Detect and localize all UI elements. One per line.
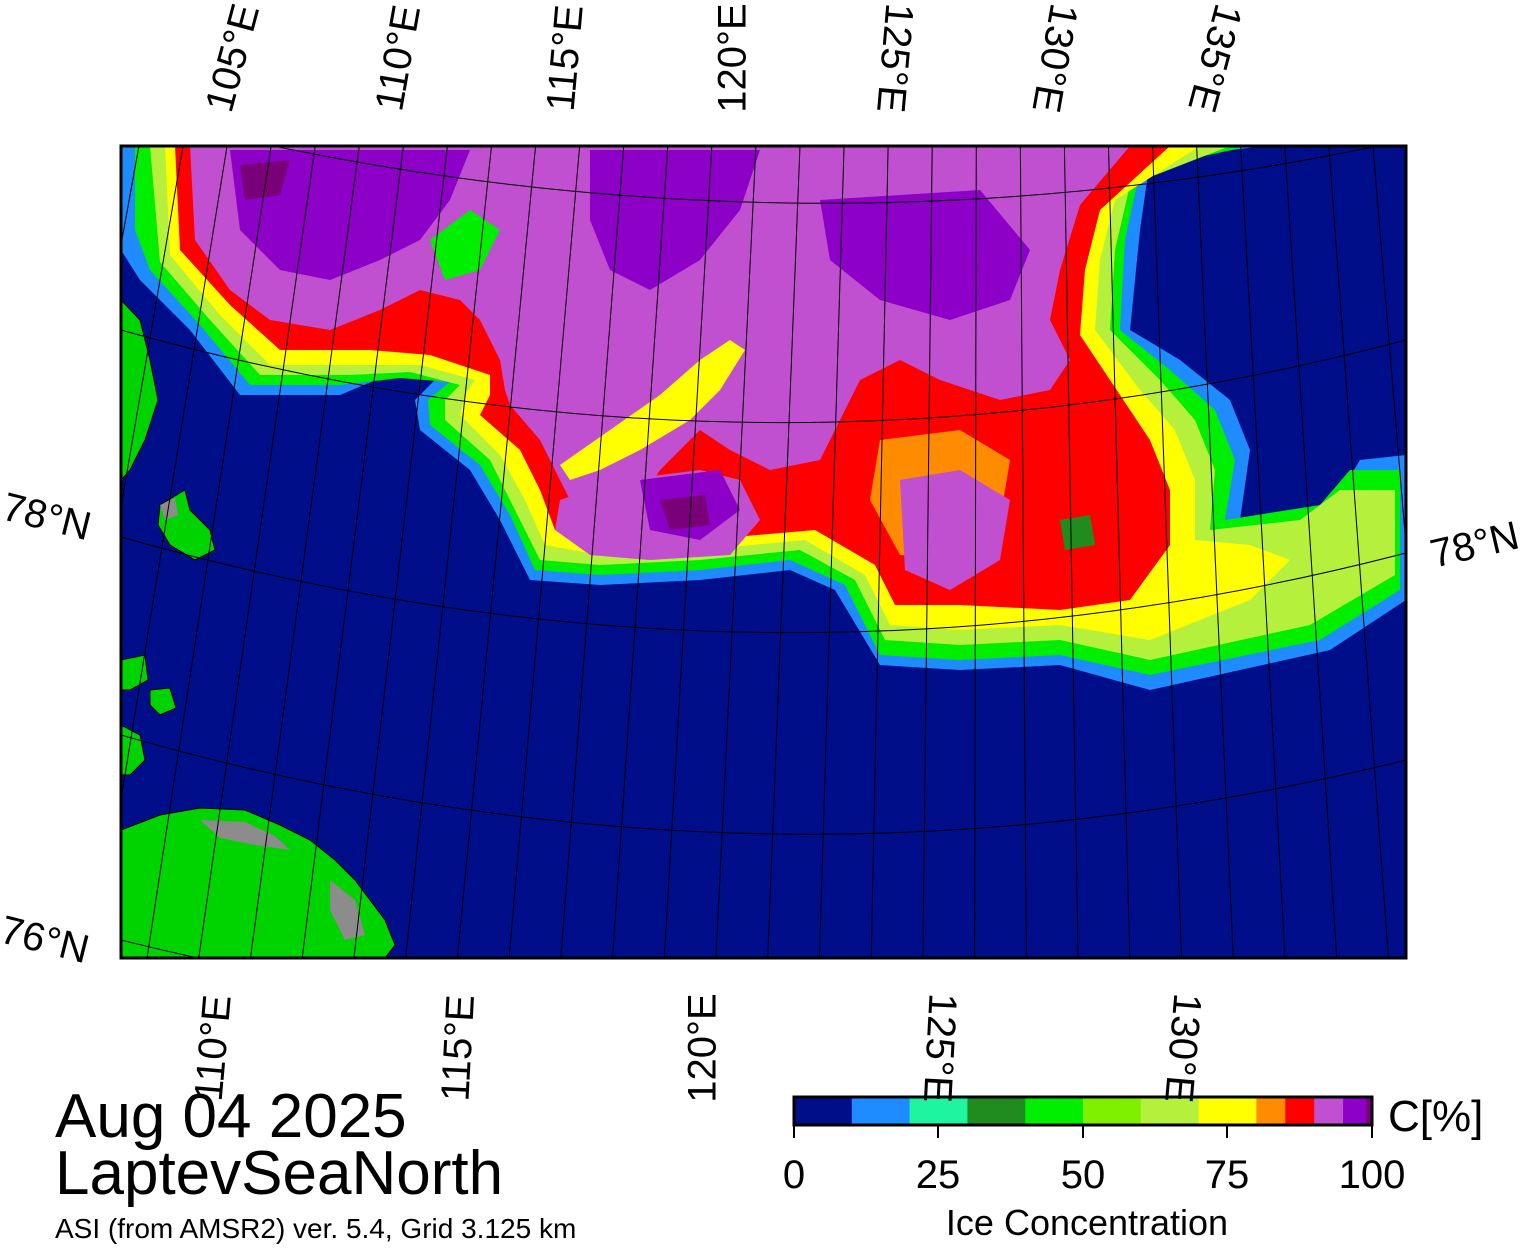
island-west-1-ice [160,498,178,520]
meridian-line [508,146,581,958]
region-name: LaptevSeaNorth [55,1139,504,1208]
colorbar-bin [909,1097,968,1125]
lon-label-top-115: 115°E [538,3,592,113]
meridian-line [715,146,757,958]
parallel-78-5n [121,329,1406,424]
meridian-line [1152,146,1183,958]
meridian-line [560,146,625,958]
colorbar-bin [1140,1097,1200,1125]
ice-patch-darkest [240,160,290,200]
colorbar-tick-75: 75 [1204,1153,1250,1197]
meridian-line [1372,146,1406,552]
map-date: Aug 04 2025 [55,1082,407,1151]
lon-label-bottom-115: 115°E [433,993,483,1103]
meridian-line [1284,146,1338,958]
colorbar-tick-25: 25 [915,1153,961,1197]
meridian-line [0,100,104,1000]
colorbar-title: Ice Concentration [945,1202,1229,1243]
meridian-line [1107,146,1131,958]
meridian-line [301,146,404,958]
colorbar-bin [1198,1097,1257,1125]
colorbar-bin [851,1097,911,1125]
colorbar-bin [1343,1097,1367,1125]
meridian-line [249,146,360,958]
meridian-line [663,146,713,958]
meridian-line [1063,146,1079,958]
graticule [0,100,1406,1000]
lon-label-top-120: 120°E [710,3,755,113]
colorbar-bin [1366,1097,1373,1125]
meridian-line [922,146,933,958]
meridian-line [974,146,977,958]
meridian-line [818,146,845,958]
meridian-line [870,146,889,958]
ice-streak-darkgreen [1060,515,1095,550]
ice-patch-darkest-b [660,495,710,530]
colorbar-bin [967,1097,1026,1125]
colorbar-tick-0: 0 [782,1153,806,1197]
colorbar-bin [794,1097,853,1125]
land-taymyr-ice-b [330,880,365,940]
parallel-77n [121,734,1406,835]
lon-label-top-125: 125°E [868,1,922,115]
colorbar-bin [1256,1097,1286,1125]
island-west-2 [149,687,177,716]
meridian-line [1196,146,1234,958]
meridian-line [1240,146,1286,958]
meridian-line [146,146,272,958]
colorbar-bin [1025,1097,1084,1125]
colorbar-tick-50: 50 [1060,1153,1106,1197]
map-frame [119,144,1408,960]
colorbar-ticks [793,1125,1373,1138]
product-subtitle: ASI (from AMSR2) ver. 5.4, Grid 3.125 km [55,1213,577,1244]
meridian-line [353,146,448,958]
colorbar-bin [1285,1097,1315,1125]
land-taymyr-coast [121,807,396,958]
colorbar [794,1097,1373,1125]
meridian-line [121,146,184,511]
meridian-line [0,100,60,1000]
colorbar-unit: C[%] [1388,1092,1484,1141]
meridian-line [456,146,537,958]
meridian-line [121,146,228,803]
lon-label-bottom-120: 120°E [680,993,725,1103]
meridian-line [1328,146,1389,958]
island-west-3 [121,654,149,691]
lon-label-bottom-125: 125°E [914,992,965,1104]
colorbar-bin [1314,1097,1344,1125]
meridian-line [198,146,316,958]
parallel-78n [121,536,1406,634]
ice-band-100-b [590,150,760,290]
ice-band-100-c [820,190,1030,320]
meridian-line [767,146,801,958]
parallel-79n [271,146,1381,204]
meridian-line [1019,146,1027,958]
land-taymyr-ice [200,820,290,850]
colorbar-tick-100: 100 [1338,1153,1406,1197]
colorbar-bin [1083,1097,1142,1125]
meridian-line [405,146,493,958]
meridians [0,100,1406,1000]
lon-label-bottom-130: 130°E [1156,991,1210,1105]
meridian-line [612,146,669,958]
